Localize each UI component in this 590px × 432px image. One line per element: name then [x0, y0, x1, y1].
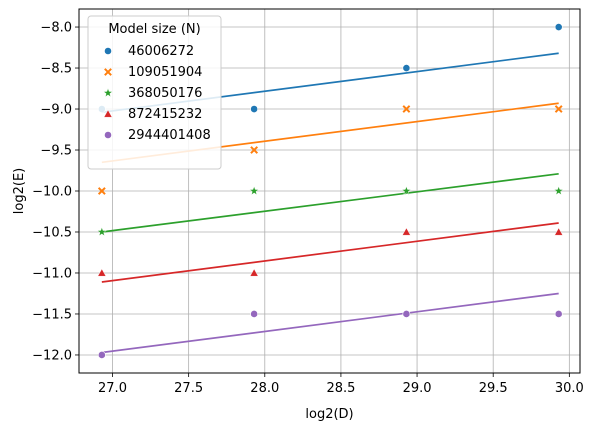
data-point-109051904	[250, 146, 259, 154]
data-point-872415232	[554, 227, 564, 236]
y-tick-label: −9.0	[40, 103, 72, 118]
legend-marker-46006272	[104, 47, 112, 55]
fit-line-872415232	[101, 222, 559, 283]
legend-marker-872415232	[103, 109, 113, 118]
y-tick-label: −10.5	[32, 225, 72, 240]
data-point-368050176	[96, 226, 107, 237]
legend-marker-2944401408	[104, 131, 112, 139]
y-axis-label: log2(E)	[12, 168, 27, 214]
data-point-2944401408	[97, 351, 106, 359]
x-tick-label: 29.0	[403, 381, 432, 396]
x-axis-label: log2(D)	[305, 407, 353, 422]
y-tick-label: −11.5	[32, 307, 72, 322]
data-point-109051904	[402, 105, 411, 113]
y-axis-ticks: −12.0 −11.5 −11.0 −10.5 −10.0 −9.5 −9.0 −8.5 −8.…	[32, 21, 79, 363]
x-tick-label: 27.0	[98, 381, 127, 396]
data-point-368050176	[249, 185, 260, 196]
data-point-46006272	[402, 64, 411, 72]
x-tick-label: 28.0	[250, 381, 279, 396]
y-tick-label: −8.0	[40, 21, 72, 36]
legend-title: Model size (N)	[108, 22, 200, 37]
y-tick-label: −12.0	[32, 348, 72, 363]
data-point-2944401408	[402, 310, 411, 318]
data-point-2944401408	[250, 310, 259, 318]
fit-line-368050176	[101, 172, 559, 233]
legend-label: 872415232	[128, 107, 202, 122]
data-point-368050176	[401, 185, 412, 196]
y-tick-label: −9.5	[40, 144, 72, 159]
legend-label: 46006272	[128, 44, 194, 59]
data-point-46006272	[250, 105, 259, 113]
x-tick-label: 28.5	[326, 381, 355, 396]
x-axis-ticks: 27.0 27.5 28.0 28.5 29.0 29.5 30.0	[98, 373, 584, 396]
y-tick-label: −11.0	[32, 266, 72, 281]
legend-marker-109051904	[104, 68, 112, 76]
legend-marker-368050176	[103, 87, 113, 98]
x-tick-label: 27.5	[174, 381, 203, 396]
legend-label: 109051904	[128, 65, 202, 80]
data-point-368050176	[553, 185, 564, 196]
data-point-109051904	[97, 187, 106, 195]
fit-line-2944401408	[101, 292, 559, 354]
data-point-872415232	[402, 227, 411, 236]
legend-box	[87, 15, 222, 170]
y-tick-label: −10.0	[32, 185, 72, 200]
data-point-872415232	[249, 268, 259, 277]
legend-label: 2944401408	[128, 128, 211, 143]
x-tick-label: 30.0	[555, 381, 584, 396]
data-point-872415232	[97, 268, 107, 277]
legend-label: 368050176	[128, 86, 202, 101]
data-point-46006272	[554, 23, 563, 31]
data-point-109051904	[554, 105, 563, 113]
legend: Model size (N) 46006272 109051904 368050176…	[87, 15, 222, 170]
x-tick-label: 29.5	[479, 381, 508, 396]
data-point-2944401408	[554, 310, 563, 318]
y-tick-label: −8.5	[40, 62, 72, 77]
